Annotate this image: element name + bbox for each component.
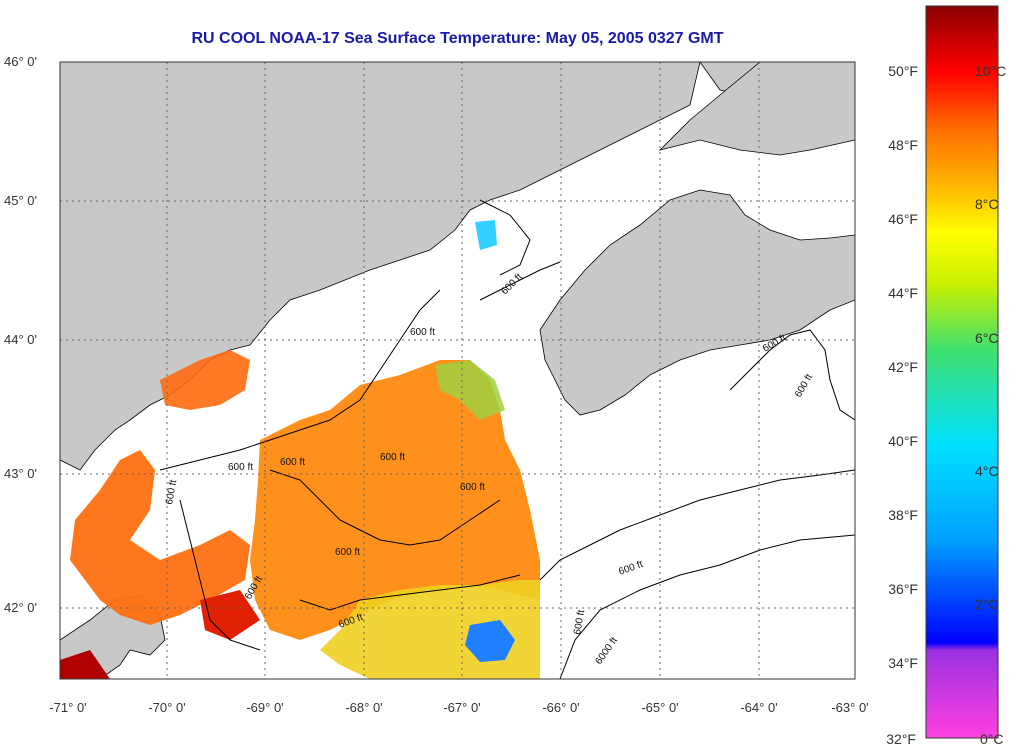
temperature-colorbar: [925, 5, 999, 739]
lon-tick-label: -70° 0': [148, 700, 185, 715]
lon-tick-label: -68° 0': [345, 700, 382, 715]
colorbar-f-label: 46°F: [888, 211, 918, 227]
colorbar-f-label: 50°F: [888, 63, 918, 79]
lon-tick-label: -69° 0': [246, 700, 283, 715]
contour-label: 600 ft: [164, 479, 179, 506]
contour-label: 600 ft: [280, 457, 305, 468]
lon-tick-label: -65° 0': [641, 700, 678, 715]
colorbar-c-label: 8°C: [975, 196, 999, 212]
sst-patch-central: [250, 360, 540, 640]
colorbar-f-label: 36°F: [888, 581, 918, 597]
colorbar-f-label: 48°F: [888, 137, 918, 153]
colorbar-c-label: 2°C: [975, 596, 999, 612]
colorbar-c-label: 6°C: [975, 330, 999, 346]
latitude-axis: 46° 0' 45° 0' 44° 0' 43° 0' 42° 0': [4, 54, 37, 615]
lon-tick-label: -63° 0': [831, 700, 868, 715]
sst-patch-cyan-bay: [475, 220, 497, 250]
colorbar-c-label: 10°C: [975, 63, 1006, 79]
colorbar-c-label: 4°C: [975, 463, 999, 479]
contour-label: 600 ft: [335, 547, 360, 558]
colorbar-f-label: 38°F: [888, 507, 918, 523]
sst-patch-western: [70, 450, 250, 625]
lat-tick-label: 44° 0': [4, 332, 37, 347]
lon-tick-label: -67° 0': [443, 700, 480, 715]
sst-patch-green-north: [435, 360, 505, 420]
colorbar-fahrenheit-labels: 50°F 48°F 46°F 44°F 42°F 40°F 38°F 36°F …: [886, 63, 918, 747]
lat-tick-label: 43° 0': [4, 466, 37, 481]
contour-label: 600 ft: [572, 609, 587, 636]
contour-label: 600 ft: [380, 452, 405, 463]
sst-patch-red-sw: [200, 590, 260, 640]
bathymetry-contours: [159, 199, 855, 679]
contour-label: 600 ft: [410, 327, 435, 338]
lat-tick-label: 46° 0': [4, 54, 37, 69]
lon-tick-label: -71° 0': [49, 700, 86, 715]
lat-tick-label: 45° 0': [4, 193, 37, 208]
longitude-axis: -71° 0' -70° 0' -69° 0' -68° 0' -67° 0' …: [49, 700, 868, 715]
sst-patch-gulf-maine-north: [160, 350, 250, 410]
colorbar-f-label: 42°F: [888, 359, 918, 375]
sst-patch-cold-blue: [465, 620, 515, 662]
land-northeast: [658, 62, 855, 156]
contour-label: 600 ft: [228, 462, 253, 473]
map-border: [59, 61, 856, 680]
colorbar-celsius-labels: 10°C 8°C 6°C 4°C 2°C 0°C: [975, 63, 1006, 747]
sst-patch-dark-red: [60, 650, 110, 679]
colorbar-f-label: 44°F: [888, 285, 918, 301]
colorbar-f-label: 32°F: [886, 731, 916, 747]
lat-tick-label: 42° 0': [4, 600, 37, 615]
land-nova-scotia: [539, 189, 855, 416]
colorbar-f-label: 40°F: [888, 433, 918, 449]
colorbar-c-label: 0°C: [980, 731, 1004, 747]
lon-tick-label: -64° 0': [740, 700, 777, 715]
colorbar-f-label: 34°F: [888, 655, 918, 671]
map-title: RU COOL NOAA-17 Sea Surface Temperature:…: [191, 30, 724, 47]
lon-tick-label: -66° 0': [542, 700, 579, 715]
contour-label: 600 ft: [460, 482, 485, 493]
graticule: [60, 62, 855, 679]
